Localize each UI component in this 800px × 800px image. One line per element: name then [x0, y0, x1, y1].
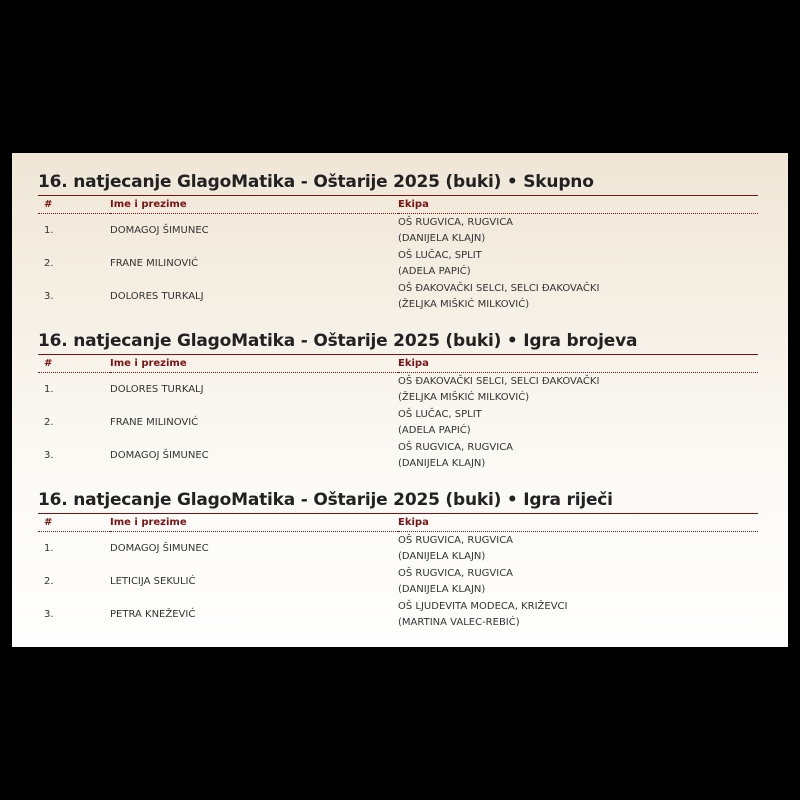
- column-team: Ekipa: [398, 354, 758, 373]
- column-team: Ekipa: [398, 513, 758, 532]
- table-header: # Ime i prezime Ekipa: [38, 354, 758, 373]
- mentor-text: (ŽELJKA MIŠKIĆ MILKOVIĆ): [398, 298, 530, 310]
- rank-cell: 1.: [44, 224, 54, 236]
- mentor-text: (ŽELJKA MIŠKIĆ MILKOVIĆ): [398, 391, 530, 403]
- table-row: 2. LETICIJA SEKULIĆ OŠ RUGVICA, RUGVICA (…: [38, 565, 758, 598]
- name-cell: DOLORES TURKALJ: [110, 383, 204, 395]
- table-row: 3. PETRA KNEŽEVIĆ OŠ LJUDEVITA MODECA, K…: [38, 598, 758, 631]
- mentor-text: (DANIJELA KLAJN): [398, 550, 486, 562]
- name-cell: DOMAGOJ ŠIMUNEC: [110, 542, 209, 554]
- column-team: Ekipa: [398, 195, 758, 214]
- team-cell: OŠ LUČAC, SPLIT (ADELA PAPIĆ): [398, 406, 758, 439]
- section-title: 16. natjecanje GlagoMatika - Oštarije 20…: [38, 172, 594, 192]
- results-table: # Ime i prezime Ekipa 1. DOMAGOJ ŠIMUNEC…: [38, 513, 758, 631]
- team-cell: OŠ ĐAKOVAČKI SELCI, SELCI ĐAKOVAČKI (ŽELJ…: [398, 280, 758, 313]
- results-panel: 16. natjecanje GlagoMatika - Oštarije 20…: [12, 153, 788, 647]
- mentor-text: (DANIJELA KLAJN): [398, 232, 486, 244]
- team-cell: OŠ RUGVICA, RUGVICA (DANIJELA KLAJN): [398, 565, 758, 598]
- rank-cell: 2.: [44, 575, 54, 587]
- rank-cell: 3.: [44, 608, 54, 620]
- table-row: 1. DOMAGOJ ŠIMUNEC OŠ RUGVICA, RUGVICA (D…: [38, 532, 758, 566]
- column-rank: #: [38, 354, 110, 373]
- section-title: 16. natjecanje GlagoMatika - Oštarije 20…: [38, 331, 638, 351]
- results-table: # Ime i prezime Ekipa 1. DOMAGOJ ŠIMUNEC…: [38, 195, 758, 313]
- school-text: OŠ RUGVICA, RUGVICA: [398, 441, 514, 453]
- table-header: # Ime i prezime Ekipa: [38, 513, 758, 532]
- name-cell: DOMAGOJ ŠIMUNEC: [110, 449, 209, 461]
- column-name: Ime i prezime: [110, 195, 398, 214]
- rank-cell: 1.: [44, 383, 54, 395]
- mentor-text: (DANIJELA KLAJN): [398, 457, 486, 469]
- table-header: # Ime i prezime Ekipa: [38, 195, 758, 214]
- team-cell: OŠ RUGVICA, RUGVICA (DANIJELA KLAJN): [398, 532, 758, 566]
- column-name: Ime i prezime: [110, 513, 398, 532]
- team-cell: OŠ ĐAKOVAČKI SELCI, SELCI ĐAKOVAČKI (ŽELJ…: [398, 373, 758, 407]
- team-cell: OŠ RUGVICA, RUGVICA (DANIJELA KLAJN): [398, 439, 758, 472]
- rank-cell: 3.: [44, 290, 54, 302]
- team-cell: OŠ LUČAC, SPLIT (ADELA PAPIĆ): [398, 247, 758, 280]
- name-cell: PETRA KNEŽEVIĆ: [110, 608, 196, 620]
- results-section: 16. natjecanje GlagoMatika - Oštarije 20…: [38, 328, 758, 472]
- school-text: OŠ RUGVICA, RUGVICA: [398, 567, 514, 579]
- section-title: 16. natjecanje GlagoMatika - Oštarije 20…: [38, 490, 613, 510]
- column-rank: #: [38, 195, 110, 214]
- column-name: Ime i prezime: [110, 354, 398, 373]
- school-text: OŠ LJUDEVITA MODECA, KRIŽEVCI: [398, 600, 568, 612]
- name-cell: LETICIJA SEKULIĆ: [110, 575, 196, 587]
- table-row: 3. DOMAGOJ ŠIMUNEC OŠ RUGVICA, RUGVICA (D…: [38, 439, 758, 472]
- table-row: 1. DOMAGOJ ŠIMUNEC OŠ RUGVICA, RUGVICA (D…: [38, 214, 758, 248]
- mentor-text: (MARTINA VALEC-REBIĆ): [398, 616, 520, 628]
- school-text: OŠ LUČAC, SPLIT: [398, 249, 482, 261]
- table-row: 2. FRANE MILINOVIĆ OŠ LUČAC, SPLIT (ADELA…: [38, 247, 758, 280]
- rank-cell: 1.: [44, 542, 54, 554]
- table-row: 3. DOLORES TURKALJ OŠ ĐAKOVAČKI SELCI, S…: [38, 280, 758, 313]
- results-section: 16. natjecanje GlagoMatika - Oštarije 20…: [38, 169, 758, 313]
- mentor-text: (ADELA PAPIĆ): [398, 424, 471, 436]
- column-rank: #: [38, 513, 110, 532]
- results-content: 16. natjecanje GlagoMatika - Oštarije 20…: [38, 169, 758, 646]
- team-cell: OŠ LJUDEVITA MODECA, KRIŽEVCI (MARTINA VA…: [398, 598, 758, 631]
- rank-cell: 2.: [44, 416, 54, 428]
- rank-cell: 3.: [44, 449, 54, 461]
- school-text: OŠ LUČAC, SPLIT: [398, 408, 482, 420]
- mentor-text: (ADELA PAPIĆ): [398, 265, 471, 277]
- school-text: OŠ ĐAKOVAČKI SELCI, SELCI ĐAKOVAČKI: [398, 375, 600, 387]
- school-text: OŠ RUGVICA, RUGVICA: [398, 534, 514, 546]
- team-cell: OŠ RUGVICA, RUGVICA (DANIJELA KLAJN): [398, 214, 758, 248]
- table-row: 2. FRANE MILINOVIĆ OŠ LUČAC, SPLIT (ADELA…: [38, 406, 758, 439]
- school-text: OŠ RUGVICA, RUGVICA: [398, 216, 514, 228]
- name-cell: FRANE MILINOVIĆ: [110, 257, 199, 269]
- mentor-text: (DANIJELA KLAJN): [398, 583, 486, 595]
- name-cell: FRANE MILINOVIĆ: [110, 416, 199, 428]
- school-text: OŠ ĐAKOVAČKI SELCI, SELCI ĐAKOVAČKI: [398, 282, 600, 294]
- name-cell: DOLORES TURKALJ: [110, 290, 204, 302]
- name-cell: DOMAGOJ ŠIMUNEC: [110, 224, 209, 236]
- rank-cell: 2.: [44, 257, 54, 269]
- table-row: 1. DOLORES TURKALJ OŠ ĐAKOVAČKI SELCI, S…: [38, 373, 758, 407]
- results-table: # Ime i prezime Ekipa 1. DOLORES TURKALJ…: [38, 354, 758, 472]
- results-section: 16. natjecanje GlagoMatika - Oštarije 20…: [38, 487, 758, 631]
